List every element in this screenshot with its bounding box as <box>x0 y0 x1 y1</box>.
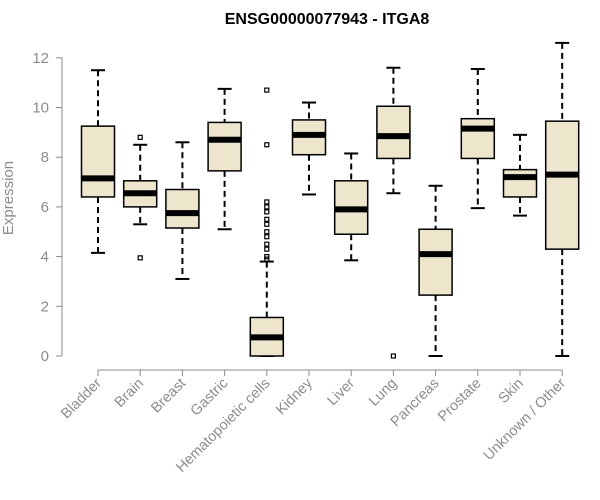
y-axis: 0 2 4 6 8 10 12 <box>32 50 63 365</box>
y-tick-label: 0 <box>41 348 49 365</box>
outlier-point <box>264 142 270 148</box>
y-tick-label: 8 <box>41 149 49 166</box>
x-tick-label: Prostate <box>435 376 484 425</box>
x-tick-label: Skin <box>496 376 527 407</box>
box-hematopoietic-cells <box>249 87 285 357</box>
box-pancreas <box>418 184 453 357</box>
outlier-point <box>264 241 270 247</box>
box-skin <box>502 133 538 217</box>
outlier-point <box>264 209 270 215</box>
outlier-point <box>264 254 270 260</box>
outlier-point <box>264 234 270 240</box>
y-tick-label: 10 <box>32 100 49 117</box>
outlier-point <box>137 255 143 261</box>
box-breast <box>165 141 200 280</box>
box-brain <box>122 134 158 261</box>
outlier-point <box>264 199 270 205</box>
x-tick-label: Kidney <box>273 375 316 418</box>
iqr-box <box>502 168 538 198</box>
iqr-box <box>460 117 496 160</box>
box-bladder <box>80 69 116 254</box>
iqr-box <box>207 121 242 172</box>
iqr-box <box>418 228 453 296</box>
iqr-box <box>376 105 411 160</box>
box-liver <box>333 152 369 262</box>
outlier-point <box>264 216 270 222</box>
box-unknown-other <box>544 41 580 357</box>
outlier-point <box>264 87 270 93</box>
outlier-point <box>264 204 270 210</box>
box-gastric <box>207 87 242 231</box>
boxes-group <box>80 41 580 359</box>
outlier-point <box>390 353 396 359</box>
box-lung <box>376 66 411 359</box>
y-tick-label: 6 <box>41 199 49 216</box>
box-prostate <box>460 67 496 210</box>
outlier-point <box>264 246 270 252</box>
y-tick-label: 4 <box>41 249 49 266</box>
y-tick-label: 12 <box>32 50 49 67</box>
iqr-box <box>165 188 200 229</box>
x-tick-label: Brain <box>112 376 147 411</box>
x-tick-label: Breast <box>148 376 189 417</box>
outlier-point <box>264 229 270 235</box>
iqr-box <box>544 120 580 250</box>
iqr-box <box>80 125 116 198</box>
outlier-point <box>137 134 143 140</box>
outlier-point <box>264 221 270 227</box>
x-tick-label: Bladder <box>58 375 105 422</box>
x-tick-label: Liver <box>324 375 358 409</box>
y-axis-label: Expression <box>0 161 17 235</box>
box-kidney <box>291 101 327 196</box>
chart-title: ENSG00000077943 - ITGA8 <box>225 11 430 28</box>
y-tick-label: 2 <box>41 298 49 315</box>
x-tick-label: Lung <box>366 376 400 410</box>
